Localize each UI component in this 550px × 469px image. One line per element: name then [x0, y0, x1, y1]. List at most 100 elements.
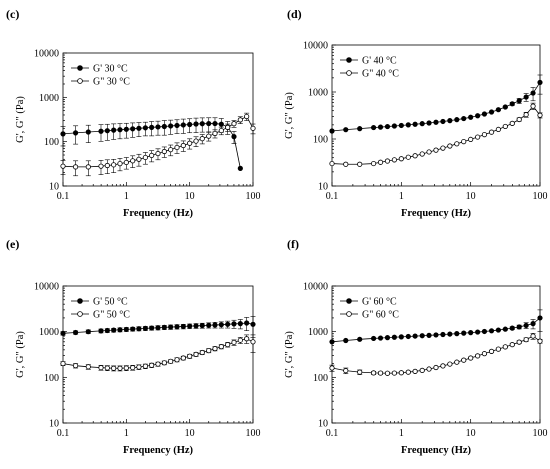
series-line — [331, 317, 541, 343]
data-point — [149, 325, 155, 331]
data-point — [370, 124, 377, 131]
panel-label: (f) — [287, 237, 299, 251]
data-point — [530, 333, 536, 339]
data-point — [398, 334, 404, 340]
data-point — [149, 152, 155, 159]
x-tick-label: 10 — [466, 428, 476, 439]
series-line — [331, 105, 541, 165]
data-point — [502, 344, 508, 350]
legend-entry: G" 60 °C — [362, 310, 399, 321]
data-point — [343, 337, 349, 344]
data-point — [60, 131, 66, 137]
x-tick-label: 1 — [399, 428, 404, 439]
data-point — [212, 322, 218, 328]
data-point — [377, 370, 384, 376]
data-point — [104, 128, 110, 134]
data-point — [60, 360, 66, 367]
data-point — [250, 339, 256, 345]
x-axis-label: Frequency (Hz) — [123, 208, 194, 219]
data-point — [168, 147, 174, 153]
data-point — [398, 370, 404, 376]
data-point — [516, 98, 522, 104]
x-tick-label: 100 — [246, 191, 261, 202]
data-point — [104, 365, 110, 371]
series-1 — [329, 102, 543, 167]
data-point — [523, 112, 529, 118]
data-point — [468, 114, 474, 120]
data-point — [426, 120, 432, 126]
data-point — [419, 121, 425, 127]
data-point — [123, 159, 129, 166]
data-point — [244, 320, 250, 326]
y-tick-label: 10000 — [303, 41, 328, 52]
data-point — [412, 333, 418, 339]
data-point — [475, 353, 481, 359]
data-point — [237, 165, 243, 171]
data-point — [405, 333, 411, 340]
data-point — [85, 164, 91, 170]
data-point — [187, 323, 193, 329]
data-point — [231, 339, 237, 346]
data-point — [193, 138, 199, 144]
data-point — [123, 126, 129, 132]
data-point — [136, 125, 142, 131]
data-point — [502, 123, 508, 130]
x-tick-label: 0.1 — [326, 428, 339, 439]
data-point — [495, 327, 501, 333]
legend-marker — [346, 311, 352, 317]
legend-marker — [77, 311, 83, 317]
x-tick-label: 0.1 — [57, 428, 70, 439]
data-point — [516, 116, 522, 123]
y-tick-label: 1000 — [39, 327, 59, 338]
data-point — [72, 329, 79, 336]
x-tick-label: 1 — [399, 191, 404, 202]
data-point — [391, 123, 397, 129]
data-point — [447, 143, 453, 149]
data-point — [377, 335, 384, 341]
data-point — [523, 322, 529, 329]
y-tick-label: 100 — [313, 135, 328, 146]
data-point — [85, 329, 91, 335]
data-point — [419, 367, 425, 373]
data-point — [199, 322, 205, 329]
data-point — [461, 357, 467, 363]
data-point — [187, 353, 193, 359]
data-point — [523, 94, 529, 100]
data-point — [250, 321, 256, 327]
data-point — [426, 149, 432, 155]
data-point — [130, 126, 136, 132]
y-tick-label: 10 — [318, 182, 328, 193]
data-point — [174, 144, 180, 151]
legend-marker — [346, 57, 352, 63]
y-axis-label: G', G" (Pa) — [284, 92, 295, 139]
y-tick-label: 1000 — [308, 88, 328, 99]
data-point — [454, 141, 460, 147]
data-point — [384, 370, 391, 376]
data-point — [468, 330, 474, 336]
data-point — [117, 365, 123, 371]
data-point — [426, 332, 432, 338]
data-point — [412, 121, 418, 127]
panel-label: (c) — [6, 7, 19, 21]
data-point — [357, 336, 363, 342]
series-0 — [329, 309, 543, 345]
data-point — [370, 335, 377, 342]
data-point — [123, 326, 129, 333]
legend-marker — [346, 70, 352, 76]
data-point — [412, 368, 418, 374]
data-point — [225, 342, 231, 348]
data-point — [370, 370, 377, 376]
data-point — [461, 115, 467, 122]
series-1 — [60, 112, 256, 177]
data-point — [440, 363, 446, 369]
data-point — [509, 342, 515, 348]
data-point — [433, 119, 439, 125]
data-point — [155, 150, 161, 157]
data-point — [206, 322, 212, 328]
legend-entry: G' 40 °C — [362, 56, 397, 67]
data-point — [225, 321, 231, 327]
plot-frame — [62, 285, 254, 424]
series-1 — [60, 334, 256, 372]
y-tick-label: 10000 — [34, 282, 59, 293]
